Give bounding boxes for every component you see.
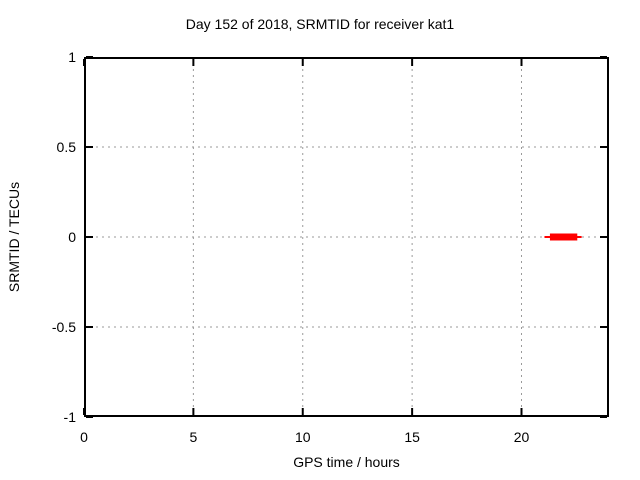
y-tick-label: 0 [68, 229, 76, 245]
x-tick-label: 15 [404, 429, 420, 445]
y-tick-label: -0.5 [52, 319, 76, 335]
y-tick-label: 1 [68, 49, 76, 65]
x-axis-label: GPS time / hours [293, 454, 400, 470]
x-tick-label: 10 [295, 429, 311, 445]
x-tick-label: 20 [514, 429, 530, 445]
plot-border [84, 57, 609, 417]
y-tick-label: -1 [64, 409, 77, 425]
x-tick-label: 5 [189, 429, 197, 445]
chart-title: Day 152 of 2018, SRMTID for receiver kat… [185, 16, 455, 32]
x-tick-label: 0 [80, 429, 88, 445]
y-tick-label: 0.5 [57, 139, 77, 155]
